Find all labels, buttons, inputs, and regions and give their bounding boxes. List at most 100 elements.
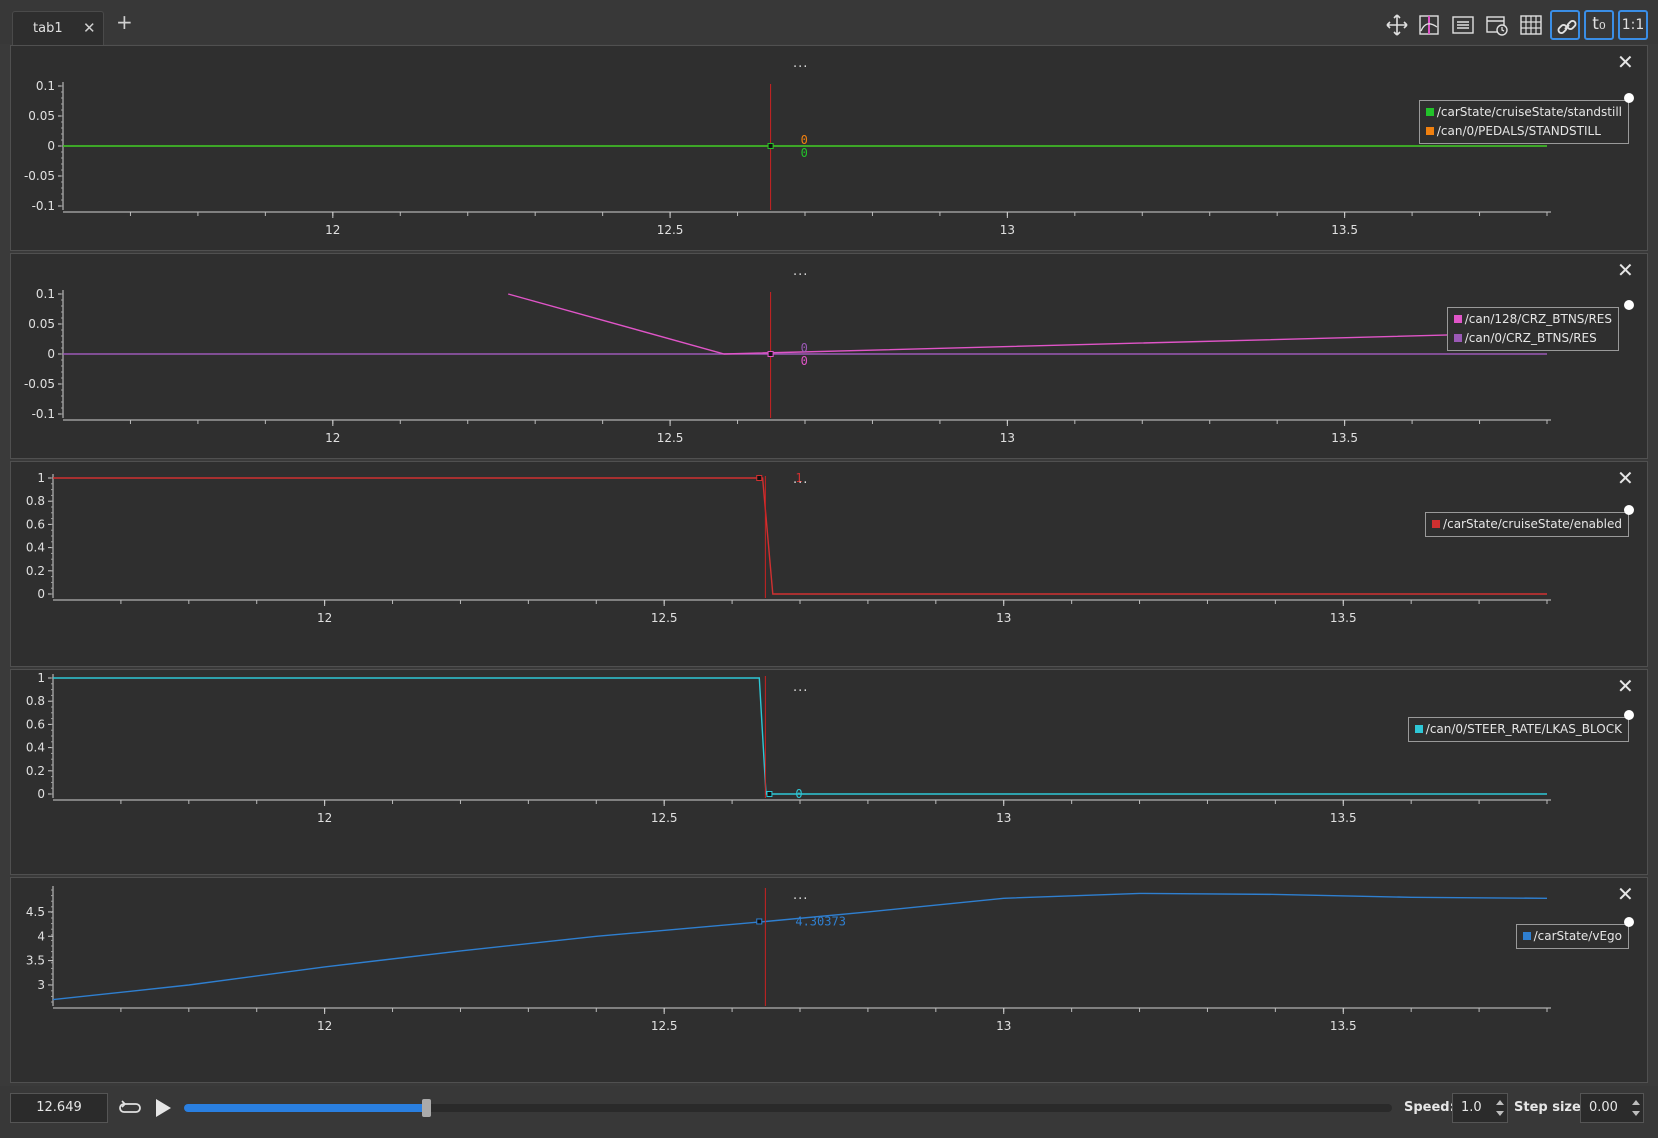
plot-area-1[interactable]: 0.10.050-0.05-0.112 12.5 13 13.500 bbox=[11, 46, 1649, 252]
legend-swatch bbox=[1522, 932, 1531, 940]
cursor-value-label: 0 bbox=[801, 341, 808, 355]
x-tick-label: 12.5 bbox=[651, 811, 678, 825]
x-tick-label: 12 bbox=[325, 431, 340, 445]
step-size-spinbox[interactable]: 0.00 bbox=[1580, 1093, 1644, 1123]
x-tick-label: 13.5 bbox=[1330, 1019, 1357, 1033]
ratio-icon[interactable]: 1:1 bbox=[1618, 10, 1648, 40]
panel-menu-button[interactable]: ... bbox=[793, 56, 809, 71]
y-tick-label: 1 bbox=[37, 471, 45, 485]
list-icon[interactable] bbox=[1448, 10, 1478, 40]
x-tick-label: 12 bbox=[317, 811, 332, 825]
y-tick-label: -0.1 bbox=[32, 407, 55, 421]
x-tick-label: 12.5 bbox=[651, 1019, 678, 1033]
tab-tab1[interactable]: tab1 ✕ bbox=[12, 11, 104, 45]
tab-close-icon[interactable]: ✕ bbox=[83, 19, 96, 37]
panel-menu-button[interactable]: ... bbox=[793, 264, 809, 279]
series-line bbox=[508, 293, 1548, 355]
grid-icon[interactable] bbox=[1516, 10, 1546, 40]
tab-bar: tab1 ✕ + t₀ 1:1 bbox=[0, 0, 1658, 45]
ratio-label: 1:1 bbox=[1621, 17, 1645, 33]
legend-label: /can/0/STEER_RATE/LKAS_BLOCK bbox=[1425, 722, 1622, 736]
spin-arrows-icon[interactable] bbox=[1495, 1097, 1505, 1119]
legend[interactable]: /carState/vEgo bbox=[1515, 924, 1629, 949]
y-tick-label: 0.1 bbox=[36, 79, 55, 93]
y-tick-label: 0.05 bbox=[28, 317, 55, 331]
cursor-value-label: 1 bbox=[795, 471, 802, 485]
legend-swatch bbox=[1453, 334, 1462, 342]
calendar-icon[interactable] bbox=[1482, 10, 1512, 40]
loop-icon[interactable] bbox=[118, 1096, 142, 1120]
series-line bbox=[52, 892, 1548, 1001]
legend-item[interactable]: /can/128/CRZ_BTNS/RES bbox=[1453, 310, 1612, 329]
plot-panel-5[interactable]: 4.5 4 3.5 3 12 12.5 13 13.5 4.30373 ... ✕ /carSt… bbox=[10, 877, 1648, 1083]
legend-item[interactable]: /carState/vEgo bbox=[1522, 927, 1622, 946]
plot-area-5[interactable]: 4.5 4 3.5 3 12 12.5 13 13.5 4.30373 bbox=[11, 878, 1649, 1084]
panel-close-icon[interactable]: ✕ bbox=[1617, 466, 1634, 490]
x-tick-label: 13 bbox=[996, 811, 1011, 825]
legend-item[interactable]: /carState/cruiseState/enabled bbox=[1432, 515, 1622, 534]
legend-drag-handle[interactable] bbox=[1624, 505, 1634, 515]
legend-item[interactable]: /can/0/STEER_RATE/LKAS_BLOCK bbox=[1414, 720, 1622, 739]
plot-panel-1[interactable]: 0.1 0.05 0 -0.05 -0.1 12 12.5 13 13.5 0 0 ... ✕ /c… bbox=[10, 45, 1648, 251]
y-tick-label: 0 bbox=[37, 587, 45, 601]
plot-panel-4[interactable]: 1 0.8 0.6 0.4 0.2 0 12 12.5 13 13.5 0 ... ✕ /can/0… bbox=[10, 669, 1648, 875]
split-icon[interactable] bbox=[1414, 10, 1444, 40]
spin-arrows-icon[interactable] bbox=[1631, 1097, 1641, 1119]
y-tick-label: 0.4 bbox=[26, 541, 45, 555]
legend-label: /carState/vEgo bbox=[1533, 929, 1622, 943]
plot-panel-3[interactable]: 1 0.8 0.6 0.4 0.2 0 12 12.5 13 13.5 1 ... ✕ /carSt… bbox=[10, 461, 1648, 667]
x-tick-label: 13.5 bbox=[1330, 811, 1357, 825]
x-tick-label: 12 bbox=[317, 1019, 332, 1033]
y-tick-label: 1 bbox=[37, 671, 45, 685]
legend-label: /carState/cruiseState/enabled bbox=[1443, 517, 1622, 531]
play-icon[interactable] bbox=[152, 1096, 174, 1120]
current-time-field[interactable]: 12.649 bbox=[10, 1093, 108, 1123]
panel-menu-button[interactable]: ... bbox=[793, 680, 809, 695]
move-icon[interactable] bbox=[1382, 10, 1412, 40]
link-icon[interactable] bbox=[1550, 10, 1580, 40]
panel-close-icon[interactable]: ✕ bbox=[1617, 882, 1634, 906]
panel-menu-button[interactable]: ... bbox=[793, 888, 809, 903]
cursor-marker bbox=[756, 475, 763, 481]
legend-drag-handle[interactable] bbox=[1624, 300, 1634, 310]
y-tick-label: 0.8 bbox=[26, 694, 45, 708]
panel-close-icon[interactable]: ✕ bbox=[1617, 258, 1634, 282]
cursor-value-label: 0 bbox=[801, 146, 808, 160]
cursor-value-label: 0 bbox=[801, 133, 808, 147]
y-tick-label: 0.8 bbox=[26, 494, 45, 508]
legend[interactable]: /can/0/STEER_RATE/LKAS_BLOCK bbox=[1407, 717, 1629, 742]
cursor-marker bbox=[767, 143, 774, 149]
y-tick-label: 0 bbox=[47, 347, 55, 361]
speed-label: Speed: bbox=[1404, 1100, 1455, 1115]
legend-drag-handle[interactable] bbox=[1624, 710, 1634, 720]
panel-close-icon[interactable]: ✕ bbox=[1617, 674, 1634, 698]
plot-area-3[interactable]: 1 0.8 0.6 0.4 0.2 0 12 12.5 13 13.5 1 bbox=[11, 462, 1649, 668]
cursor-marker bbox=[767, 351, 774, 357]
legend-swatch bbox=[1414, 725, 1423, 733]
panel-menu-button[interactable]: ... bbox=[793, 472, 809, 487]
speed-spinbox[interactable]: 1.0 bbox=[1452, 1093, 1508, 1123]
y-tick-label: 4 bbox=[37, 929, 45, 943]
legend-item[interactable]: /can/0/CRZ_BTNS/RES bbox=[1453, 329, 1612, 348]
legend-item[interactable]: /can/0/PEDALS/STANDSTILL bbox=[1425, 122, 1622, 141]
cursor-marker bbox=[766, 791, 773, 797]
legend-drag-handle[interactable] bbox=[1624, 917, 1634, 927]
panel-close-icon[interactable]: ✕ bbox=[1617, 50, 1634, 74]
x-tick-label: 12 bbox=[325, 223, 340, 237]
legend[interactable]: /can/128/CRZ_BTNS/RES /can/0/CRZ_BTNS/RE… bbox=[1446, 307, 1619, 351]
legend-drag-handle[interactable] bbox=[1624, 93, 1634, 103]
plot-area-2[interactable]: 0.10.050-0.05-0.112 12.5 13 13.500 bbox=[11, 254, 1649, 460]
timeline-handle[interactable] bbox=[421, 1099, 431, 1117]
series-line bbox=[53, 677, 1547, 795]
timeline-slider[interactable] bbox=[184, 1099, 1392, 1117]
y-tick-label: 0.6 bbox=[26, 717, 45, 731]
add-tab-button[interactable]: + bbox=[116, 10, 133, 34]
plot-area-4[interactable]: 1 0.8 0.6 0.4 0.2 0 12 12.5 13 13.5 0 bbox=[11, 670, 1649, 876]
legend-item[interactable]: /carState/cruiseState/standstill bbox=[1425, 103, 1622, 122]
legend[interactable]: /carState/cruiseState/enabled bbox=[1425, 512, 1629, 537]
legend[interactable]: /carState/cruiseState/standstill /can/0/… bbox=[1418, 100, 1629, 144]
t0-icon[interactable]: t₀ bbox=[1584, 10, 1614, 40]
y-tick-label: 0.4 bbox=[26, 741, 45, 755]
plot-panel-2[interactable]: 0.1 0.05 0 -0.05 -0.1 12 12.5 13 13.5 0 0 ... ✕ /c… bbox=[10, 253, 1648, 459]
y-tick-label: 0.2 bbox=[26, 564, 45, 578]
